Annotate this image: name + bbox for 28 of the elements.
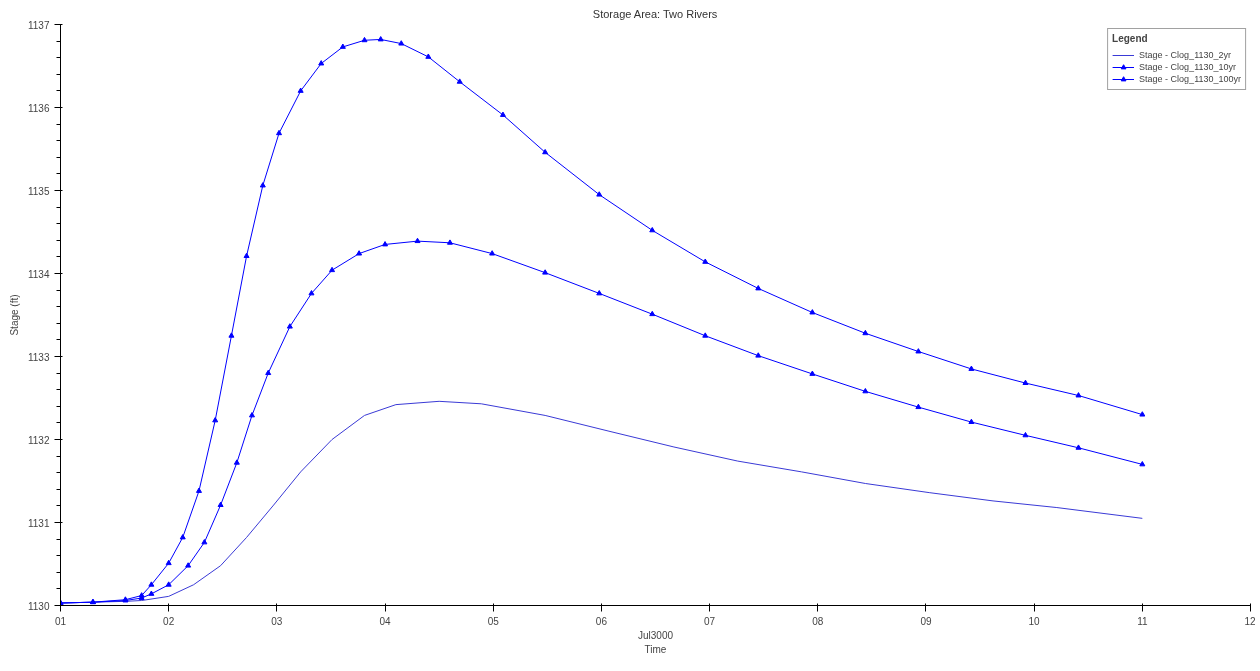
x-tick-label: 09 [920, 615, 932, 627]
y-tick-label: 1134 [28, 268, 50, 280]
x-tick-label: 05 [487, 615, 500, 627]
y-axis-title: Stage (ft) [9, 294, 20, 336]
x-tick-label: 03 [271, 615, 283, 627]
x-tick-label: 07 [704, 615, 716, 627]
legend-label: Stage - Clog_1130_100yr [1139, 73, 1241, 85]
x-axis-title: Time [644, 643, 667, 655]
x-tick-label: 12 [1244, 615, 1256, 627]
legend-label: Stage - Clog_1130_2yr [1139, 49, 1231, 61]
y-tick-label: 1136 [28, 102, 50, 114]
y-tick-label: 1135 [28, 185, 50, 197]
y-tick-label: 1130 [28, 600, 50, 612]
x-tick-label: 10 [1028, 615, 1041, 627]
x-tick-label: 08 [812, 615, 824, 627]
y-tick-label: 1133 [28, 351, 50, 363]
x-tick-label: 04 [379, 615, 392, 627]
legend-label: Stage - Clog_1130_10yr [1139, 61, 1236, 73]
chart-title: Storage Area: Two Rivers [592, 7, 718, 20]
y-tick-label: 1137 [28, 19, 50, 31]
x-tick-label: 11 [1137, 615, 1148, 627]
x-tick-label: 02 [163, 615, 175, 627]
text: Jul3000 [637, 629, 674, 641]
y-tick-label: 1132 [28, 434, 50, 446]
x-tick-label: 06 [595, 615, 608, 627]
y-tick-label: 1131 [28, 517, 50, 529]
legend-title: Legend [1112, 33, 1149, 44]
x-tick-label: 01 [54, 615, 67, 627]
